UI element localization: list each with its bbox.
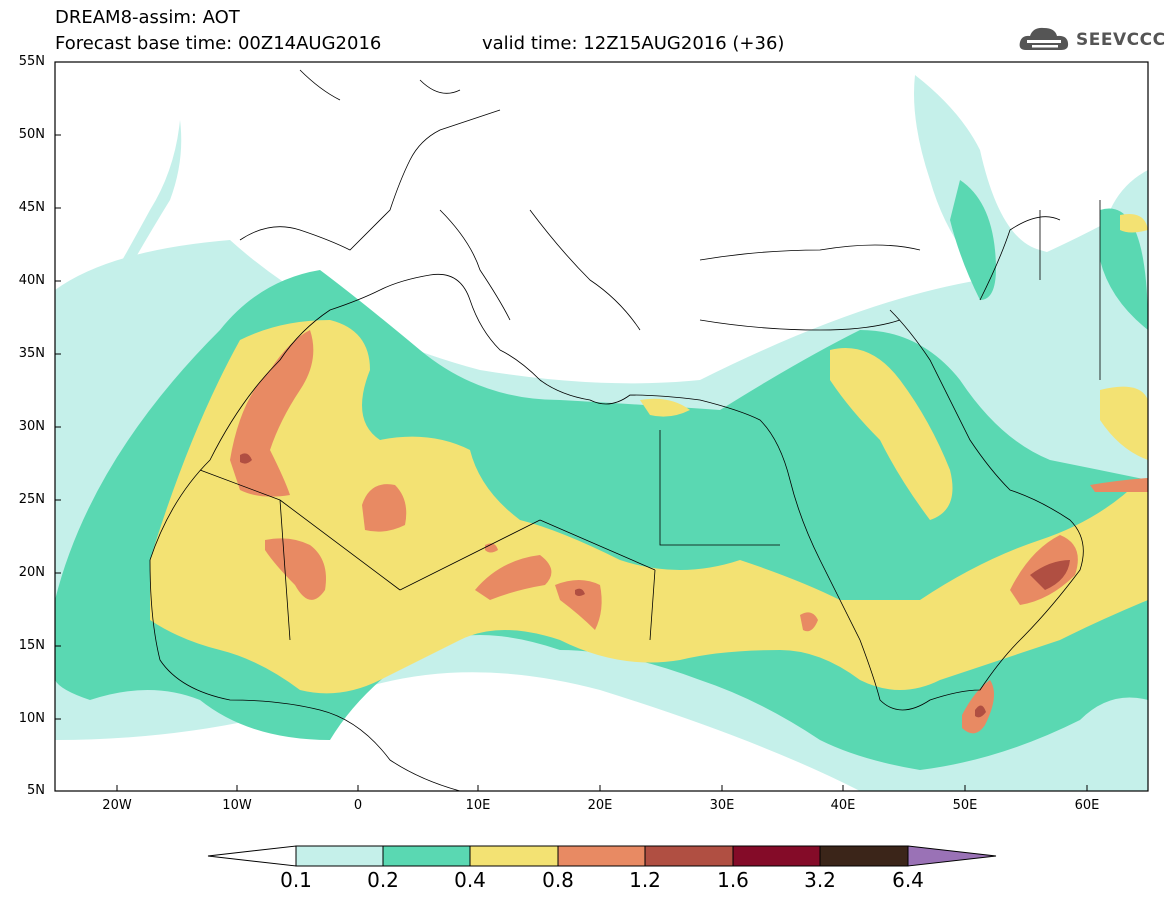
lat-label: 40N — [18, 273, 45, 288]
lat-label: 10N — [18, 711, 45, 726]
lat-label: 50N — [18, 127, 45, 142]
lat-label: 20N — [18, 565, 45, 580]
lat-label: 30N — [18, 419, 45, 434]
colorbar-label: 0.8 — [542, 868, 574, 892]
lon-label: 50E — [952, 798, 978, 813]
colorbar-label: 6.4 — [892, 868, 924, 892]
colorbar-label: 0.1 — [280, 868, 312, 892]
lat-label: 5N — [27, 783, 45, 798]
lon-label: 30E — [709, 798, 735, 813]
colorbar-label: 0.4 — [454, 868, 486, 892]
lat-label: 55N — [18, 54, 45, 69]
colorbar-label: 1.6 — [717, 868, 749, 892]
colorbar-label: 1.2 — [629, 868, 661, 892]
lat-label: 45N — [18, 200, 45, 215]
coastlines — [55, 62, 1101, 791]
cloud-icon — [1019, 27, 1069, 50]
logo-text: SEEVCCC — [1076, 30, 1165, 50]
lon-label: 20W — [102, 798, 132, 813]
colorbar — [207, 845, 997, 867]
lon-label: 10W — [222, 798, 252, 813]
lon-label: 0 — [353, 798, 363, 813]
lon-label: 20E — [587, 798, 613, 813]
lon-label: 60E — [1074, 798, 1100, 813]
map-title: DREAM8-assim: AOT — [55, 7, 240, 28]
aot-field — [55, 75, 1148, 791]
lat-label: 25N — [18, 492, 45, 507]
seevccc-logo: SEEVCCC — [1018, 24, 1165, 56]
valid-time: valid time: 12Z15AUG2016 (+36) — [482, 33, 785, 54]
colorbar-label: 0.2 — [367, 868, 399, 892]
lat-label: 15N — [18, 638, 45, 653]
lon-label: 10E — [465, 798, 491, 813]
colorbar-label: 3.2 — [804, 868, 836, 892]
forecast-base-time: Forecast base time: 00Z14AUG2016 — [55, 33, 382, 54]
lat-label: 35N — [18, 346, 45, 361]
lon-label: 40E — [830, 798, 856, 813]
